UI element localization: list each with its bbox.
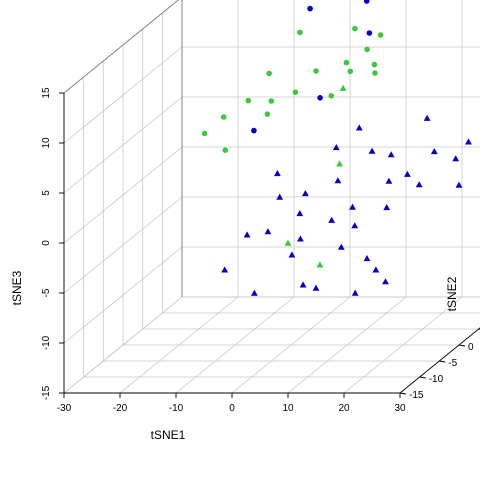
circle-point xyxy=(317,95,323,101)
triangle-point xyxy=(337,243,345,250)
triangle-point xyxy=(302,190,309,197)
x-axis-title: tSNE1 xyxy=(151,428,186,442)
triangle-point xyxy=(387,151,395,158)
triangle-point xyxy=(415,181,423,188)
triangle-point xyxy=(455,181,463,188)
triangle-point xyxy=(383,204,391,211)
y-tick-label: 0 xyxy=(468,342,474,353)
y-axis-title: tSNE2 xyxy=(445,276,459,311)
circle-point xyxy=(268,98,275,104)
triangle-point xyxy=(339,84,347,91)
circle-point xyxy=(266,70,272,77)
triangle-point xyxy=(297,235,304,242)
triangle-point xyxy=(465,138,472,145)
axes: -30-20-100102030-15-10-5051015-15-10-505… xyxy=(41,87,480,414)
triangle-point xyxy=(336,160,343,167)
triangle-point xyxy=(423,114,431,121)
circle-point xyxy=(364,46,370,53)
y-tick-label: -15 xyxy=(409,390,424,401)
grid-line-left-z xyxy=(63,146,183,244)
circle-point xyxy=(377,32,384,38)
circle-point xyxy=(245,97,252,104)
triangle-point xyxy=(385,177,393,184)
grid-line-left-z xyxy=(63,46,183,144)
circle-point xyxy=(220,114,227,120)
triangle-point xyxy=(316,261,324,268)
y-tick-label: -5 xyxy=(448,358,457,369)
triangle-point xyxy=(363,255,371,262)
z-axis-title: tSNE3 xyxy=(10,270,24,305)
z-tick-label: 10 xyxy=(41,137,52,149)
z-tick-label: 15 xyxy=(41,87,52,99)
triangle-point xyxy=(355,124,363,131)
x-tick-label: -30 xyxy=(57,403,72,414)
box-edge xyxy=(63,0,180,94)
y-tick-mark xyxy=(419,376,426,379)
circle-point xyxy=(222,147,229,153)
circle-point xyxy=(347,68,354,75)
z-tick-label: 0 xyxy=(41,240,52,246)
y-tick-label: -10 xyxy=(429,374,444,385)
triangle-point xyxy=(251,289,258,296)
y-tick-mark xyxy=(399,392,407,395)
triangle-point xyxy=(334,177,342,184)
circle-point xyxy=(372,70,378,76)
data-points xyxy=(201,0,472,296)
grid-line-left-z xyxy=(63,96,183,194)
circle-point xyxy=(352,25,358,32)
x-tick-label: -10 xyxy=(169,403,184,414)
x-tick-label: 30 xyxy=(394,403,406,414)
circle-point xyxy=(307,5,313,12)
triangle-point xyxy=(264,228,272,235)
x-tick-label: 0 xyxy=(229,403,235,414)
grid-lines xyxy=(63,0,480,394)
triangle-point xyxy=(351,289,359,296)
triangle-point xyxy=(404,170,411,177)
triangle-point xyxy=(296,210,304,217)
triangle-point xyxy=(284,239,292,246)
circle-point xyxy=(363,0,370,4)
circle-point xyxy=(371,61,378,68)
y-tick-mark xyxy=(439,360,446,363)
circle-point xyxy=(201,130,208,137)
triangle-point xyxy=(299,281,307,288)
triangle-point xyxy=(368,147,376,154)
triangle-point xyxy=(372,266,380,273)
triangle-point xyxy=(382,278,389,285)
x-tick-label: -20 xyxy=(113,403,128,414)
circle-point xyxy=(328,93,335,99)
circle-point xyxy=(297,29,303,36)
triangle-point xyxy=(312,284,320,291)
plot-box xyxy=(63,0,183,297)
x-tick-label: 20 xyxy=(338,403,350,414)
y-tick-mark xyxy=(458,344,466,347)
circle-point xyxy=(313,68,319,74)
z-tick-label: -5 xyxy=(41,288,52,297)
triangle-point xyxy=(221,266,229,273)
circle-point xyxy=(343,59,350,66)
triangle-point xyxy=(452,155,460,162)
triangle-point xyxy=(351,222,359,229)
triangle-point xyxy=(274,170,281,177)
z-tick-label: -10 xyxy=(41,335,52,350)
circle-point xyxy=(292,89,299,95)
triangle-point xyxy=(328,216,336,223)
triangle-point xyxy=(349,203,356,210)
triangle-point xyxy=(288,251,296,258)
triangle-point xyxy=(243,231,251,238)
circle-point xyxy=(251,127,257,134)
triangle-point xyxy=(430,148,438,155)
triangle-point xyxy=(276,193,284,200)
x-tick-label: 10 xyxy=(282,403,294,414)
circle-point xyxy=(264,111,271,117)
grid-line-left-z xyxy=(63,196,183,294)
circle-point xyxy=(366,30,373,36)
grid-line-left-z xyxy=(63,246,183,344)
z-tick-label: -15 xyxy=(41,385,52,400)
z-tick-label: 5 xyxy=(41,190,52,196)
triangle-point xyxy=(332,144,340,151)
grid-line-left-z xyxy=(63,296,183,394)
